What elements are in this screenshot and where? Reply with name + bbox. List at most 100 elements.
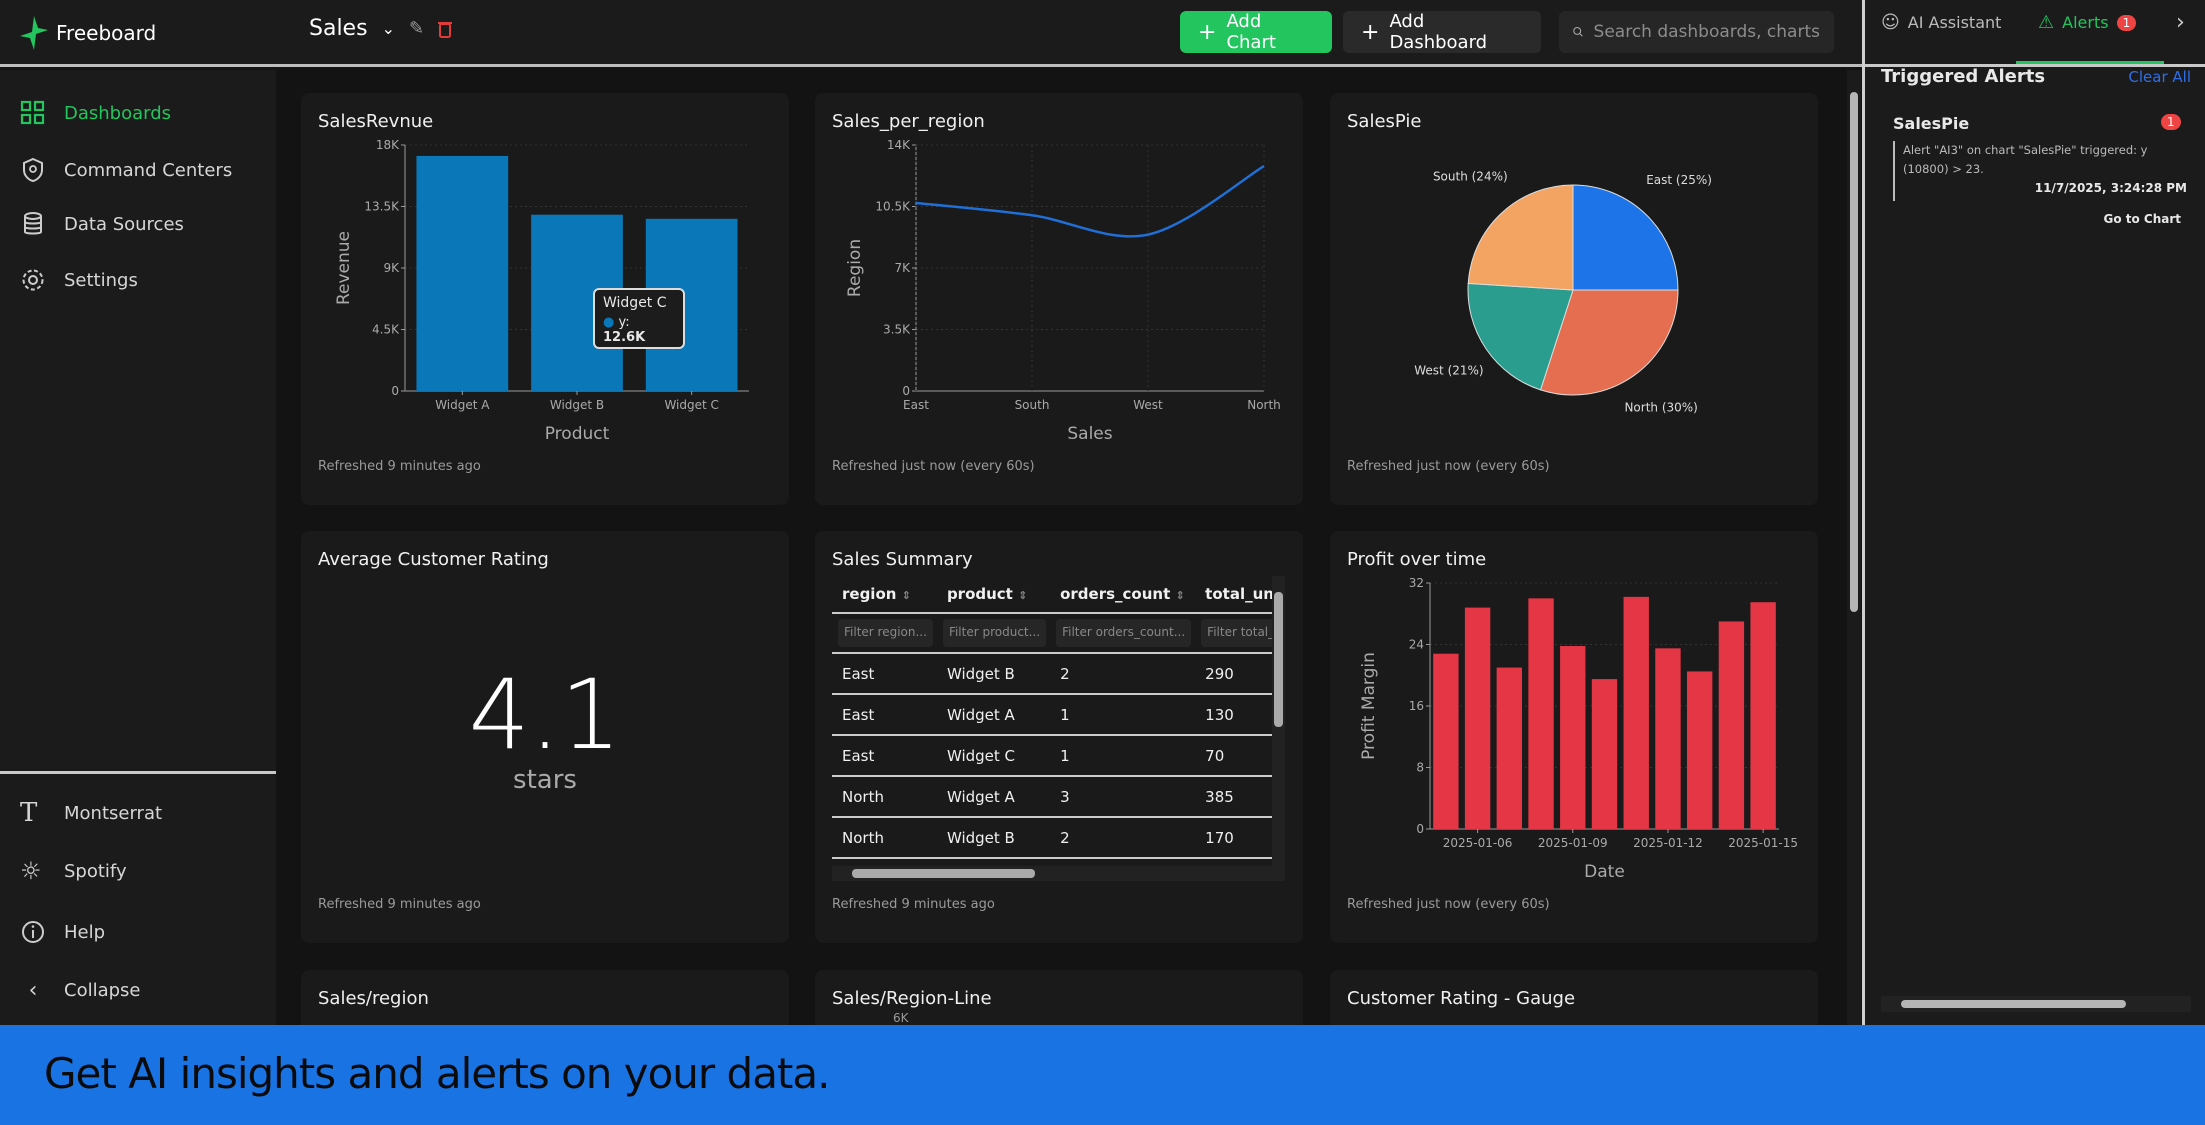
pie-slice [1467, 282, 1574, 391]
filter-region-input[interactable]: Filter region... [838, 619, 933, 647]
bar [416, 155, 509, 391]
refresh-status: Refreshed 9 minutes ago [318, 897, 481, 912]
sidebar-item-collapse[interactable]: ‹ Collapse [20, 978, 141, 1003]
database-icon [24, 212, 42, 235]
sort-icon: ⇕ [901, 589, 911, 602]
edit-pencil-icon[interactable]: ✎ [408, 18, 425, 39]
pie-slice [1572, 184, 1679, 291]
y-tick-label: 7K [894, 261, 911, 275]
table-row: North Widget B 2 170 [832, 817, 1272, 859]
table-row: East Widget C 1 70 [832, 735, 1272, 777]
alert-timestamp: 11/7/2025, 3:24:28 PM [2034, 181, 2187, 195]
bar [1528, 598, 1554, 829]
x-tick-label: West [1133, 398, 1163, 412]
chevron-down-icon: ⌄ [381, 19, 395, 38]
alert-item[interactable]: SalesPie 1 Alert "AI3" on chart "SalesPi… [1881, 108, 2191, 248]
line-chart[interactable]: 0 3.5K 7K 10.5K 14K Sales Region East South West N… [815, 93, 1303, 453]
column-header-total-units[interactable]: total_units ⇕ [1195, 576, 1272, 614]
bar [1718, 621, 1745, 829]
add-dashboard-button[interactable]: + Add Dashboard [1343, 11, 1541, 53]
column-header-product[interactable]: product ⇕ [936, 576, 1051, 614]
chart-card-sales-revenue[interactable]: SalesRevnue 0 4.5K 9K 13.5K 18K Product Revenu… [301, 93, 789, 505]
add-dashboard-label: Add Dashboard [1389, 11, 1488, 53]
tab-ai-assistant[interactable]: ☺ AI Assistant [1881, 12, 2001, 33]
go-to-chart-link[interactable]: Go to Chart [2103, 212, 2181, 226]
y-tick-label: 6K [893, 1011, 909, 1025]
pie-label: West (21%) [1414, 363, 1483, 377]
x-tick-label: South [1015, 398, 1050, 412]
metric-card-rating[interactable]: Average Customer Rating 4.1 stars Refres… [301, 531, 789, 943]
column-header-orders-count[interactable]: orders_count ⇕ [1050, 576, 1196, 614]
refresh-status: Refreshed just now (every 60s) [1347, 897, 1550, 912]
y-axis-title: Revenue [334, 231, 354, 305]
bar-chart[interactable]: 0 4.5K 9K 13.5K 18K Product Revenue Widget A Wid… [301, 93, 789, 453]
shield-icon [23, 157, 43, 183]
filter-total-units-input[interactable]: Filter total_units... [1201, 619, 1272, 647]
chevron-right-icon[interactable]: › [2176, 10, 2185, 35]
table-card-sales-summary[interactable]: Sales Summary region ⇕ product ⇕ orders_… [815, 531, 1303, 943]
x-tick-label: North [1247, 398, 1281, 412]
sidebar-item-help[interactable]: Help [20, 919, 105, 945]
filter-product-input[interactable]: Filter product... [942, 619, 1047, 647]
x-tick-label: 2025-01-15 [1728, 836, 1798, 850]
main-scrollbar[interactable] [1847, 70, 1861, 1025]
x-tick-label: 2025-01-09 [1538, 836, 1608, 850]
alert-chart-name: SalesPie [1893, 114, 1970, 133]
grid-icon [20, 100, 45, 125]
table-horizontal-scrollbar[interactable] [832, 866, 1285, 881]
sort-icon: ⇕ [1175, 589, 1185, 602]
tab-alerts[interactable]: ⚠ Alerts 1 [2038, 12, 2137, 33]
search-icon [1573, 26, 1583, 37]
y-tick-label: 32 [1409, 576, 1424, 590]
tooltip-label: y: [618, 315, 630, 330]
bar-chart[interactable]: 0 8 16 24 32 Date Profit Margin 2025-01-06 2025-… [1330, 531, 1818, 891]
chart-card-sales-region[interactable]: Sales/region [301, 970, 789, 1025]
chart-card-rating-gauge[interactable]: Customer Rating - Gauge [1330, 970, 1818, 1025]
logo[interactable]: Freeboard [20, 16, 156, 50]
sidebar-item-settings[interactable]: Settings [20, 267, 138, 293]
search-input[interactable]: Search dashboards, charts [1559, 11, 1834, 53]
chart-card-sales-region-line[interactable]: Sales/Region-Line 6K [815, 970, 1303, 1025]
add-chart-button[interactable]: + Add Chart [1180, 11, 1332, 53]
sidebar-item-command-centers[interactable]: Command Centers [20, 157, 232, 183]
dashboard-selector[interactable]: Sales ⌄ ✎ [309, 16, 453, 41]
tab-label: AI Assistant [1907, 13, 2002, 32]
pie-chart[interactable]: East (25%) North (30%) West (21%) South (24… [1330, 93, 1818, 453]
card-title: Average Customer Rating [318, 549, 549, 570]
chart-card-profit-over-time[interactable]: Profit over time 0 8 16 24 32 Date Profit Marg… [1330, 531, 1818, 943]
metric-unit: stars [513, 765, 577, 795]
x-axis-title: Product [545, 424, 610, 444]
x-tick-label: East [903, 398, 929, 412]
refresh-status: Refreshed just now (every 60s) [832, 459, 1035, 474]
sidebar-item-theme[interactable]: ☼ Spotify [20, 857, 127, 885]
gear-icon [22, 269, 44, 291]
sidebar-item-dashboards[interactable]: Dashboards [20, 100, 171, 126]
chart-card-sales-per-region[interactable]: Sales_per_region 0 3.5K 7K 10.5K 14K Sales Reg… [815, 93, 1303, 505]
card-title: Sales_per_region [832, 111, 985, 132]
y-tick-label: 14K [887, 138, 911, 152]
delete-trash-icon[interactable] [438, 20, 453, 38]
sidebar-item-data-sources[interactable]: Data Sources [20, 211, 184, 237]
bar [1496, 667, 1523, 829]
table-vertical-scrollbar[interactable] [1272, 576, 1285, 866]
chevron-left-icon: ‹ [28, 978, 38, 1003]
y-tick-label: 10.5K [875, 200, 911, 214]
x-axis-title: Sales [1067, 424, 1112, 444]
card-title: SalesRevnue [318, 111, 434, 132]
data-table: region ⇕ product ⇕ orders_count ⇕ total_… [832, 576, 1272, 884]
y-axis-title: Region [845, 239, 865, 297]
x-tick-label: Widget C [664, 398, 718, 412]
sort-icon: ⇕ [1018, 589, 1028, 602]
clear-all-link[interactable]: Clear All [2128, 68, 2191, 86]
column-header-region[interactable]: region ⇕ [832, 576, 937, 614]
x-tick-label: Widget A [435, 398, 490, 412]
sidebar-item-font[interactable]: T Montserrat [20, 798, 162, 828]
bar [1686, 671, 1713, 829]
y-tick-label: 18K [376, 138, 400, 152]
bar [1464, 607, 1491, 829]
panel-horizontal-scrollbar[interactable] [1881, 996, 2191, 1012]
filter-orders-count-input[interactable]: Filter orders_count... [1056, 619, 1192, 647]
chart-card-sales-pie[interactable]: SalesPie East (25%) North (30%) West (21%)… [1330, 93, 1818, 505]
sidebar-item-label: Settings [64, 269, 138, 291]
card-title: SalesPie [1347, 111, 1422, 132]
